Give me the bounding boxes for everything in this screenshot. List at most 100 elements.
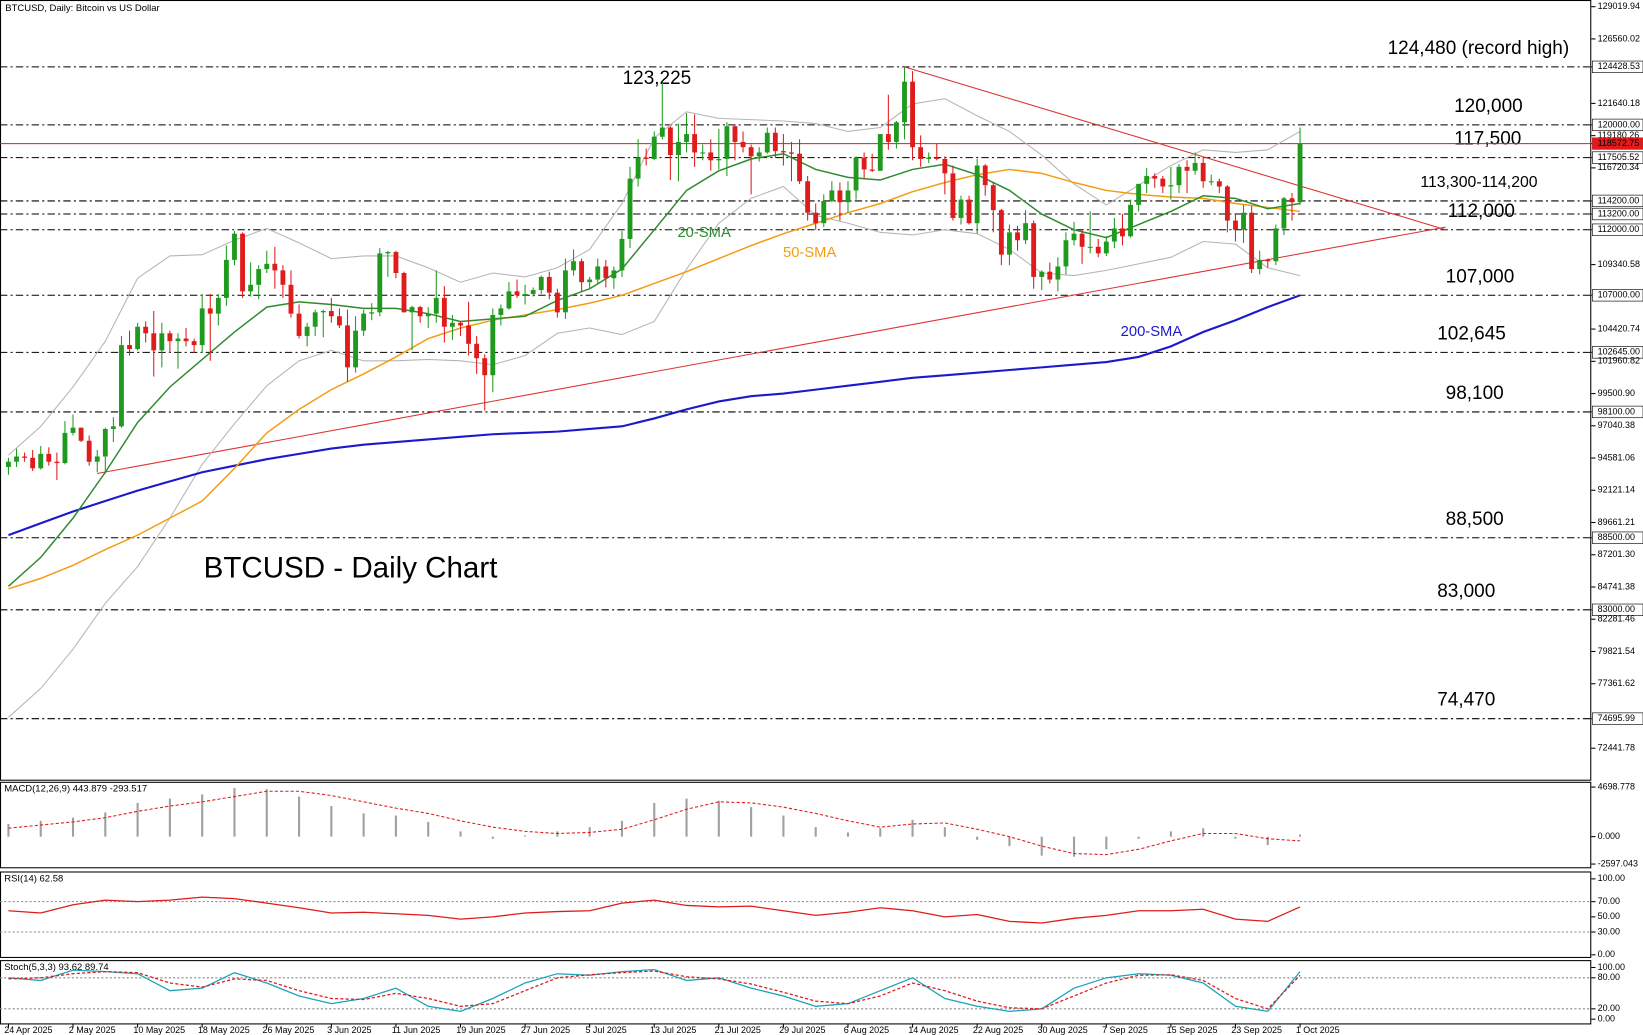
price-tag bbox=[1592, 289, 1643, 302]
candle-body bbox=[579, 261, 585, 283]
candle-body bbox=[571, 261, 576, 271]
candle-body bbox=[296, 313, 302, 336]
candle-body bbox=[22, 456, 28, 458]
candle-body bbox=[110, 426, 116, 429]
candle-body bbox=[143, 326, 149, 334]
candle-body bbox=[1265, 259, 1271, 262]
candle-body bbox=[538, 276, 544, 291]
macd-bar bbox=[717, 800, 720, 837]
level-annotation: 107,000 bbox=[1446, 266, 1515, 287]
y-tick-label: 72441.78 bbox=[1598, 743, 1635, 753]
y-tick-label: 74695.99 bbox=[1598, 713, 1635, 723]
x-tick-label: 11 Jun 2025 bbox=[392, 1025, 441, 1035]
y-tick-label: 70.00 bbox=[1598, 896, 1620, 906]
macd-bar bbox=[1105, 836, 1108, 850]
macd-bar bbox=[136, 802, 139, 837]
x-tick-label: 27 Jun 2025 bbox=[521, 1025, 570, 1035]
candle-body bbox=[232, 233, 237, 260]
y-tick-label: 129019.94 bbox=[1598, 1, 1640, 11]
candle-body bbox=[458, 322, 463, 326]
candle-body bbox=[546, 276, 552, 293]
price-tag bbox=[1592, 207, 1643, 221]
macd-bar bbox=[879, 828, 882, 837]
macd-signal bbox=[8, 790, 1301, 856]
candle-body bbox=[94, 456, 100, 462]
candle-body bbox=[14, 456, 19, 462]
y-tick-label: 107000.00 bbox=[1598, 290, 1640, 300]
y-tick-label: 121640.18 bbox=[1598, 98, 1640, 108]
candle-body bbox=[1023, 223, 1029, 241]
x-tick-label: 23 Sep 2025 bbox=[1231, 1025, 1282, 1035]
candle-body bbox=[1039, 271, 1045, 277]
candle-body bbox=[853, 157, 859, 191]
level-annotation: 88,500 bbox=[1446, 509, 1504, 530]
candle-body bbox=[288, 284, 294, 314]
candle-body bbox=[1079, 233, 1085, 247]
candle-body bbox=[643, 157, 649, 159]
candle-body bbox=[1144, 176, 1150, 184]
y-tick-label: 119180.26 bbox=[1598, 130, 1640, 140]
x-tick-label: 24 Apr 2025 bbox=[4, 1025, 52, 1035]
candle-body bbox=[1233, 220, 1238, 230]
level-annotation: 117,500 bbox=[1454, 129, 1521, 150]
macd-bar bbox=[1266, 836, 1269, 846]
candle-body bbox=[441, 297, 447, 327]
candle-body bbox=[595, 266, 601, 280]
x-tick-label: 19 Jun 2025 bbox=[456, 1025, 505, 1035]
y-tick-label: 117505.52 bbox=[1598, 152, 1640, 162]
candle-body bbox=[361, 313, 367, 331]
candle-body bbox=[1184, 166, 1190, 171]
candle-body bbox=[1103, 241, 1109, 254]
macd-bar bbox=[104, 812, 107, 837]
candle-body bbox=[1136, 183, 1142, 205]
y-tick-label: 100.00 bbox=[1598, 873, 1625, 883]
candle-body bbox=[1200, 162, 1206, 182]
y-tick-label: 116720.34 bbox=[1598, 162, 1640, 172]
macd-title: MACD(12,26,9) 443.879 -293.517 bbox=[4, 784, 147, 795]
candle-body bbox=[659, 127, 665, 137]
price-tag bbox=[1592, 712, 1643, 725]
candle-body bbox=[756, 152, 762, 157]
candle-body bbox=[1216, 181, 1222, 187]
macd-bar bbox=[1298, 834, 1302, 837]
candle-body bbox=[215, 297, 221, 314]
candle-body bbox=[732, 126, 738, 142]
candle-body bbox=[998, 210, 1004, 255]
sma-line bbox=[7, 152, 1301, 587]
price-tag bbox=[1592, 603, 1643, 616]
candle-body bbox=[78, 427, 84, 441]
macd-bar bbox=[71, 817, 75, 837]
candle-body bbox=[417, 307, 423, 317]
candle-body bbox=[966, 199, 972, 224]
price-tag bbox=[1592, 118, 1643, 132]
candle-body bbox=[563, 270, 568, 313]
candle-body bbox=[482, 358, 488, 376]
macd-bar bbox=[1040, 836, 1043, 856]
macd-panel bbox=[0, 781, 1592, 869]
y-tick-label: 126560.02 bbox=[1598, 33, 1640, 43]
macd-bar bbox=[846, 832, 850, 837]
candle-body bbox=[135, 326, 141, 350]
macd-bar bbox=[1234, 836, 1237, 839]
candle-body bbox=[780, 151, 786, 153]
y-tick-label: 50.00 bbox=[1598, 911, 1620, 921]
candle-body bbox=[1071, 233, 1077, 241]
candle-body bbox=[336, 316, 342, 326]
candle-body bbox=[433, 297, 439, 314]
level-annotation: 112,000 bbox=[1448, 201, 1515, 222]
peak-label: 123,225 bbox=[623, 68, 692, 89]
x-tick-label: 3 Jun 2025 bbox=[327, 1025, 371, 1035]
y-tick-label: 83000.00 bbox=[1598, 604, 1635, 614]
level-annotation: 74,470 bbox=[1437, 690, 1495, 711]
candle-body bbox=[789, 152, 794, 154]
rsi-title: RSI(14) 62.58 bbox=[4, 873, 63, 884]
macd-bar bbox=[1072, 836, 1076, 857]
y-tick-label: 92121.14 bbox=[1598, 485, 1635, 495]
price-tag bbox=[1592, 405, 1643, 419]
candle-body bbox=[1047, 271, 1053, 280]
x-tick-label: 29 Jul 2025 bbox=[779, 1025, 825, 1035]
candle-body bbox=[845, 190, 851, 203]
candle-body bbox=[958, 199, 964, 218]
candle-body bbox=[619, 238, 625, 271]
